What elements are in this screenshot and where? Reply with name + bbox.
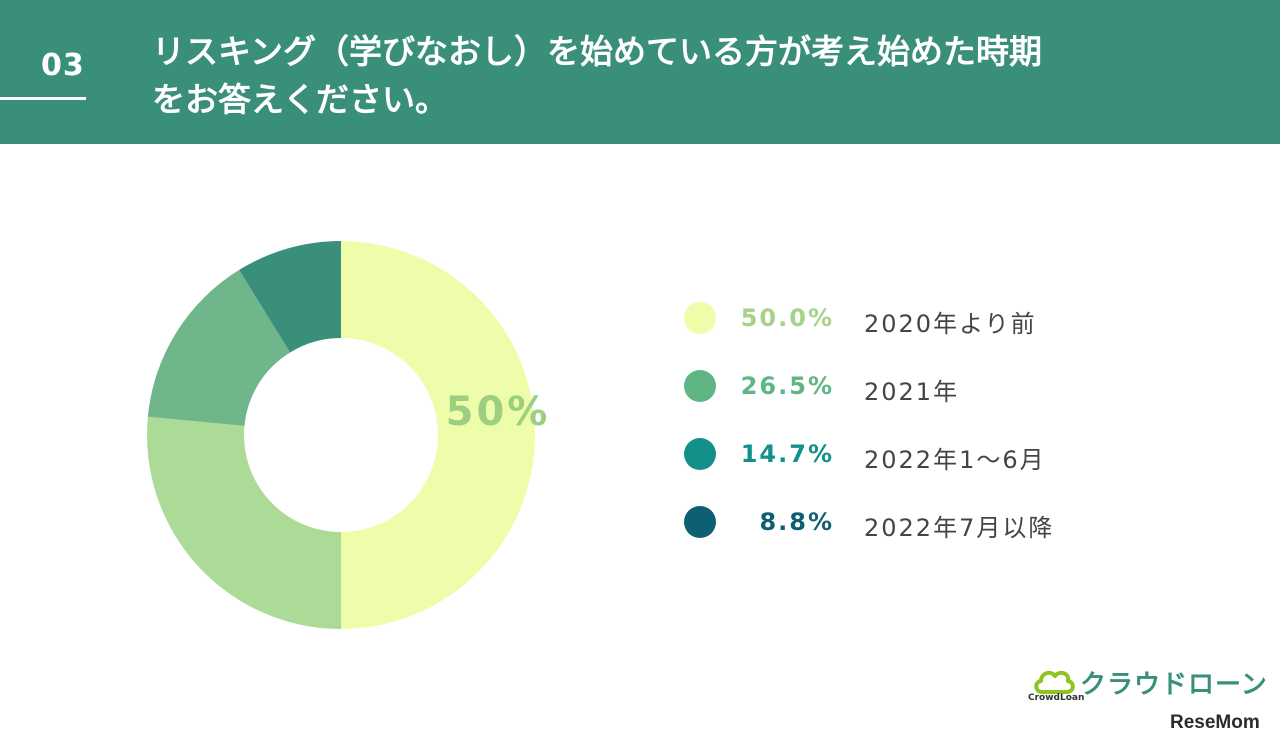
legend-color-dot	[684, 506, 716, 538]
brand-name: クラウドローン	[1080, 670, 1268, 700]
legend-item: 50.0% 2020年より前	[684, 300, 1104, 338]
header-banner: 03 リスキング（学びなおし）を始めている方が考え始めた時期 をお答えください。	[0, 0, 1280, 144]
slice-value-label: 50%	[446, 389, 551, 435]
question-title-line-2: をお答えください。	[152, 80, 449, 119]
legend-item: 26.5% 2021年	[684, 368, 1104, 406]
donut-slice-2	[147, 416, 341, 629]
question-title-line-1: リスキング（学びなおし）を始めている方が考え始めた時期	[152, 32, 1043, 71]
legend-percentage: 50.0%	[740, 304, 834, 332]
legend-percentage: 26.5%	[740, 372, 834, 400]
legend-item: 14.7% 2022年1〜6月	[684, 436, 1104, 474]
question-number: 03	[41, 48, 85, 83]
legend-label: 2021年	[864, 378, 960, 406]
donut-slice-4	[239, 241, 341, 353]
donut-slice-3	[147, 269, 291, 426]
donut-slice-1	[341, 241, 535, 629]
legend-percentage: 14.7%	[740, 440, 834, 468]
legend-label: 2022年7月以降	[864, 514, 1055, 542]
legend-item: 8.8% 2022年7月以降	[684, 504, 1104, 542]
question-number-underline	[0, 97, 86, 100]
legend-color-dot	[684, 370, 716, 402]
cloud-icon	[1034, 670, 1075, 694]
legend-percentage: 8.8%	[759, 508, 834, 536]
brand-logo: クラウドローン CrowdLoan	[1028, 660, 1268, 710]
watermark-logo: ReseMom	[1170, 712, 1260, 733]
question-title: リスキング（学びなおし）を始めている方が考え始めた時期 をお答えください。	[152, 28, 1252, 124]
brand-subtitle: CrowdLoan	[1028, 693, 1085, 703]
legend-label: 2022年1〜6月	[864, 446, 1046, 474]
legend-color-dot	[684, 302, 716, 334]
legend-label: 2020年より前	[864, 310, 1037, 338]
legend-color-dot	[684, 438, 716, 470]
